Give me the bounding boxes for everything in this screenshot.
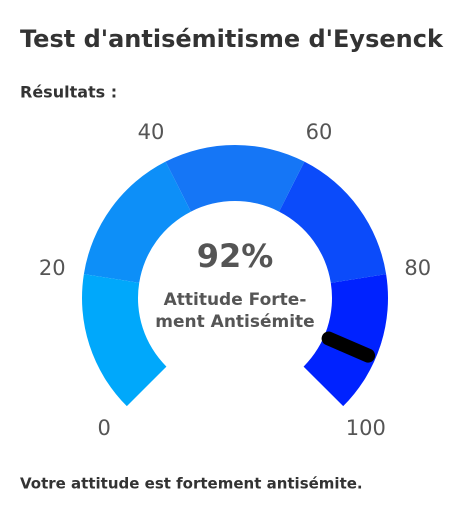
gauge-band bbox=[279, 161, 387, 283]
section-label: Résultats : bbox=[20, 83, 117, 102]
gauge-tick-label: 60 bbox=[306, 120, 333, 144]
gauge-band bbox=[83, 161, 191, 283]
gauge-tick-label: 80 bbox=[404, 256, 431, 280]
gauge-tick-label: 0 bbox=[97, 416, 110, 440]
gauge-tick-label: 20 bbox=[39, 256, 66, 280]
result-text: Votre attitude est fortement antisémite. bbox=[20, 475, 363, 493]
gauge-band bbox=[81, 274, 167, 407]
page-title: Test d'antisémitisme d'Eysenck bbox=[20, 25, 444, 53]
gauge-tick-label: 100 bbox=[346, 416, 386, 440]
gauge-value: 92% bbox=[197, 237, 274, 275]
gauge-needle bbox=[321, 331, 376, 363]
gauge-sublabel: ment Antisémite bbox=[155, 312, 314, 332]
gauge-tick-label: 40 bbox=[138, 120, 165, 144]
gauge-band bbox=[165, 145, 305, 212]
gauge-sublabel: Attitude Forte- bbox=[164, 290, 307, 310]
